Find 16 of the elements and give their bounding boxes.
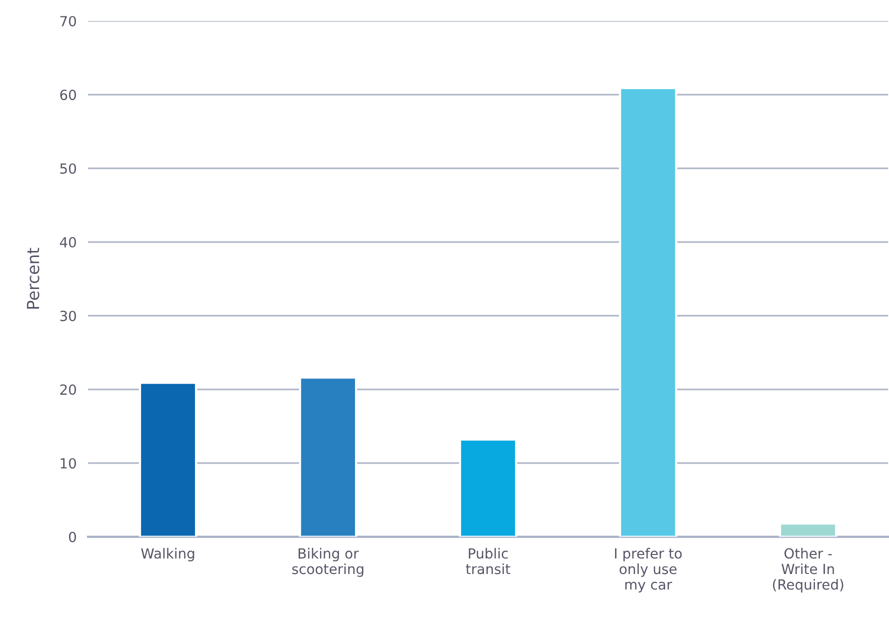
y-tick-label: 50	[60, 163, 76, 174]
x-tick-label: Other - Write In (Required)	[772, 548, 844, 592]
bar	[298, 376, 358, 537]
y-tick-label: 20	[60, 384, 76, 395]
y-tick-label: 40	[60, 237, 76, 248]
x-tick-label: Walking	[141, 548, 194, 562]
bar	[138, 382, 198, 537]
y-axis-title: Percent	[26, 248, 40, 309]
y-tick-label: 30	[60, 310, 76, 322]
y-tick-label: 0	[68, 532, 76, 542]
x-tick-label: I prefer to only use my car	[615, 548, 682, 592]
x-tick-label: Public transit	[466, 548, 510, 574]
y-tick-label: 70	[60, 16, 76, 26]
y-tick-label: 10	[60, 458, 76, 469]
y-tick-label: 60	[60, 90, 76, 100]
x-tick-label: Biking or scootering	[292, 548, 364, 577]
